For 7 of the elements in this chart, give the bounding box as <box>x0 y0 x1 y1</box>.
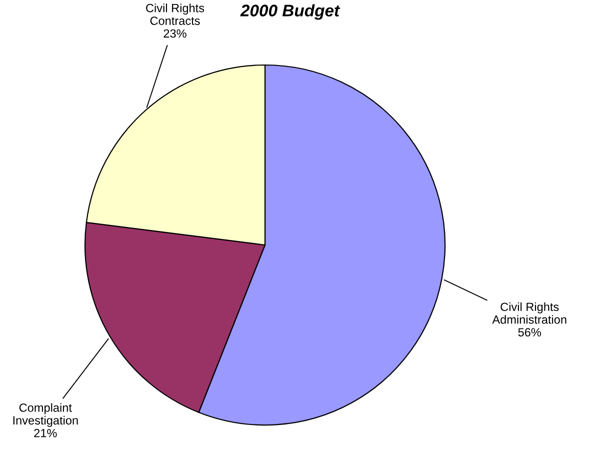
slice-label: Civil Rights Contracts <box>146 4 204 25</box>
data-label: 56% <box>518 328 541 336</box>
chart-title: 2000 Budget <box>240 4 340 20</box>
data-label: 23% <box>164 29 186 38</box>
slice-label: Complaint Investigation <box>13 403 78 427</box>
data-label: 21% <box>34 428 57 438</box>
slice-label: Civil Rights Administration <box>492 302 566 324</box>
